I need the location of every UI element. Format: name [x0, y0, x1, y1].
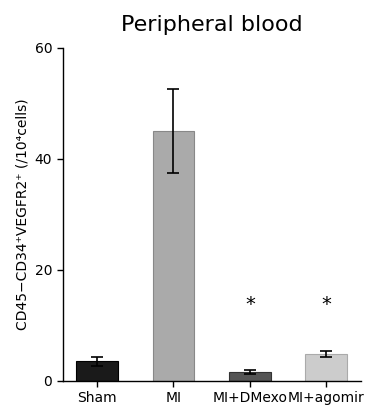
- Text: *: *: [321, 295, 331, 314]
- Bar: [229, 372, 271, 381]
- Bar: [76, 361, 118, 381]
- Bar: [305, 354, 347, 381]
- Bar: [152, 131, 195, 381]
- Text: *: *: [245, 295, 255, 314]
- Y-axis label: CD45−CD34⁺VEGFR2⁺ (/10⁴cells): CD45−CD34⁺VEGFR2⁺ (/10⁴cells): [15, 98, 29, 330]
- Title: Peripheral blood: Peripheral blood: [121, 15, 302, 35]
